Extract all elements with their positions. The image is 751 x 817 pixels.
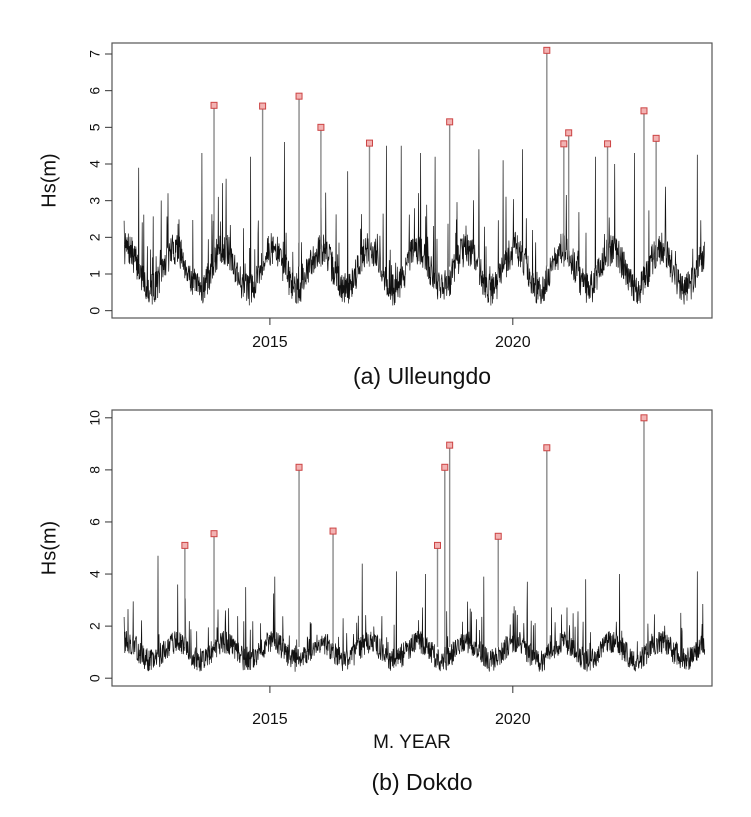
panel-ulleungdo: 0 1 2 3 4 5 6 7 2015 2020 Hs(m) (a) Ulleungdo: [38, 42, 713, 389]
panel-caption: (a) Ulleungdo: [353, 363, 491, 389]
panel-dokdo: 0 2 4 6 8 10 2015 2020 Hs(m) M. YEAR (b) Dokdo: [38, 409, 713, 795]
peak-marker: [446, 118, 454, 126]
plot-frame: [111, 42, 713, 319]
peak-marker: [259, 102, 267, 110]
x-tick-label: 2015: [252, 711, 288, 728]
peak-marker: [640, 414, 648, 422]
peak-marker: [295, 463, 303, 471]
y-tick-label: 0: [87, 674, 103, 682]
peak-marker: [494, 532, 502, 540]
y-tick-label: 10: [87, 410, 103, 426]
peak-marker: [652, 134, 660, 142]
peak-marker: [543, 46, 551, 54]
y-tick-label: 3: [87, 197, 103, 205]
y-tick-label: 0: [87, 307, 103, 315]
peak-marker: [565, 129, 573, 137]
peak-marker: [295, 92, 303, 100]
peak-marker: [560, 140, 568, 148]
y-tick-label: 2: [87, 622, 103, 630]
peak-marker: [604, 140, 612, 148]
y-axis-label: Hs(m): [38, 153, 60, 207]
x-tick-label: 2020: [495, 334, 531, 351]
peak-marker: [640, 107, 648, 115]
peak-marker: [365, 139, 373, 147]
x-tick-label: 2015: [252, 334, 288, 351]
y-tick-label: 4: [87, 160, 103, 168]
y-tick-label: 1: [87, 270, 103, 278]
peak-marker: [441, 463, 449, 471]
x-axis-label: M. YEAR: [373, 732, 451, 753]
y-tick-label: 5: [87, 123, 103, 131]
peak-marker: [446, 441, 454, 449]
peak-marker: [317, 123, 325, 131]
peak-marker: [434, 541, 442, 549]
peak-marker: [181, 541, 189, 549]
panel-caption: (b) Dokdo: [372, 769, 473, 795]
peak-marker: [543, 444, 551, 452]
hs-series-line: [123, 555, 706, 672]
y-tick-label: 2: [87, 233, 103, 241]
y-tick-label: 6: [87, 87, 103, 95]
y-tick-label: 6: [87, 518, 103, 526]
peak-marker: [329, 527, 337, 535]
peak-marker: [210, 530, 218, 538]
y-tick-label: 8: [87, 466, 103, 474]
peak-marker: [210, 101, 218, 109]
hs-series-line: [123, 141, 706, 306]
y-axis-label: Hs(m): [38, 521, 60, 575]
plot-frame: [111, 409, 713, 687]
y-tick-label: 4: [87, 570, 103, 578]
x-tick-label: 2020: [495, 711, 531, 728]
y-tick-label: 7: [87, 50, 103, 58]
